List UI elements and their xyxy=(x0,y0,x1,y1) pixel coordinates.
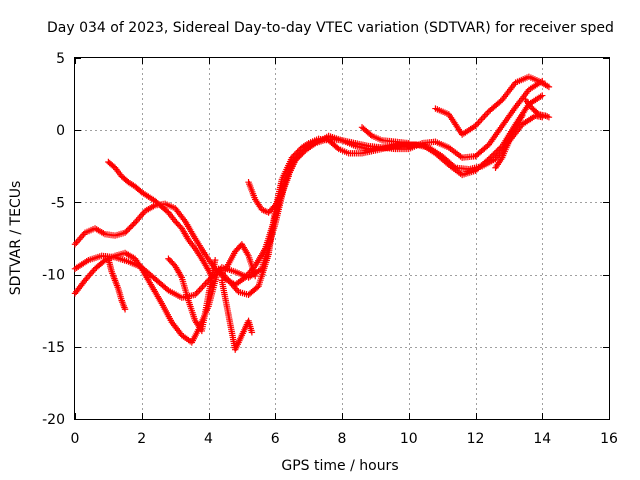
series-track-9 xyxy=(245,173,292,216)
x-tick-label: 2 xyxy=(137,431,146,447)
data-point xyxy=(405,139,412,147)
series-track-8 xyxy=(221,241,259,280)
data-point xyxy=(299,150,306,157)
data-point xyxy=(485,155,493,163)
data-point xyxy=(202,280,209,287)
data-point xyxy=(484,109,491,117)
series-track-13 xyxy=(492,112,526,171)
y-tick-label: 5 xyxy=(56,51,65,67)
plot-frame xyxy=(74,57,610,420)
data-marks xyxy=(71,73,553,353)
data-point xyxy=(216,269,223,277)
data-point xyxy=(494,147,501,154)
data-point xyxy=(519,112,526,119)
data-point xyxy=(252,272,259,280)
y-tick-label: -20 xyxy=(42,412,65,428)
data-point xyxy=(539,92,546,99)
data-point xyxy=(199,283,206,290)
y-tick-label: -15 xyxy=(42,340,65,356)
data-point xyxy=(100,258,107,265)
data-point xyxy=(130,220,137,228)
data-point xyxy=(497,97,504,105)
data-point xyxy=(479,114,487,122)
series-track-4 xyxy=(105,158,216,281)
data-point xyxy=(534,109,541,117)
data-point xyxy=(253,284,261,291)
data-point xyxy=(211,256,219,264)
data-point xyxy=(490,151,497,158)
grid xyxy=(75,58,609,419)
x-tick-label: 8 xyxy=(338,431,347,447)
x-tick-label: 12 xyxy=(467,431,485,447)
data-point xyxy=(292,157,299,164)
tick-labels: 0 2 4 6 8 10 12 14 16 5 0 -5 -10 -15 -20 xyxy=(42,51,618,447)
data-point xyxy=(248,329,256,336)
data-point xyxy=(488,152,496,160)
series-track-10 xyxy=(358,124,412,147)
data-point xyxy=(496,145,503,153)
chart-title: Day 034 of 2023, Sidereal Day-to-day VTE… xyxy=(47,20,614,36)
data-point xyxy=(367,131,374,138)
data-point xyxy=(482,111,490,118)
axis-ticks xyxy=(75,58,610,420)
y-tick-label: -5 xyxy=(51,195,65,211)
data-point xyxy=(478,116,485,123)
data-point xyxy=(481,113,488,120)
x-tick-label: 10 xyxy=(400,431,418,447)
x-tick-label: 6 xyxy=(271,431,280,447)
data-point xyxy=(163,286,171,293)
data-point xyxy=(127,223,134,231)
data-point xyxy=(129,222,136,229)
data-point xyxy=(194,288,202,295)
data-point xyxy=(126,225,133,232)
data-point xyxy=(296,152,303,160)
series-track-11 xyxy=(432,73,553,138)
data-point xyxy=(200,281,208,289)
data-point xyxy=(214,268,222,275)
data-point xyxy=(476,117,484,125)
data-point xyxy=(334,144,341,151)
data-point xyxy=(491,150,498,157)
data-point xyxy=(545,114,553,121)
series-track-12 xyxy=(522,96,553,121)
x-tick-label: 14 xyxy=(533,431,551,447)
data-point xyxy=(124,226,132,234)
data-point xyxy=(121,229,129,236)
series-track-6 xyxy=(165,255,219,335)
data-point xyxy=(497,144,504,151)
data-point xyxy=(123,228,130,235)
data-point xyxy=(197,285,205,292)
y-tick-label: -10 xyxy=(42,268,65,284)
y-tick-label: 0 xyxy=(56,123,65,139)
x-axis-label: GPS time / hours xyxy=(281,458,398,474)
data-point xyxy=(493,148,500,156)
series-track-7 xyxy=(218,277,256,353)
x-tick-label: 4 xyxy=(204,431,213,447)
x-tick-label: 0 xyxy=(71,431,80,447)
data-point xyxy=(196,286,203,294)
data-point xyxy=(293,155,300,163)
series-track-5 xyxy=(105,255,129,313)
y-axis-label: SDTVAR / TECUs xyxy=(8,181,24,296)
data-point xyxy=(121,306,129,313)
data-point xyxy=(297,151,305,158)
data-point xyxy=(294,154,302,161)
x-tick-label: 16 xyxy=(600,431,618,447)
data-point xyxy=(545,83,553,91)
data-point xyxy=(217,271,225,278)
data-point xyxy=(487,154,494,161)
data-point xyxy=(285,173,292,180)
